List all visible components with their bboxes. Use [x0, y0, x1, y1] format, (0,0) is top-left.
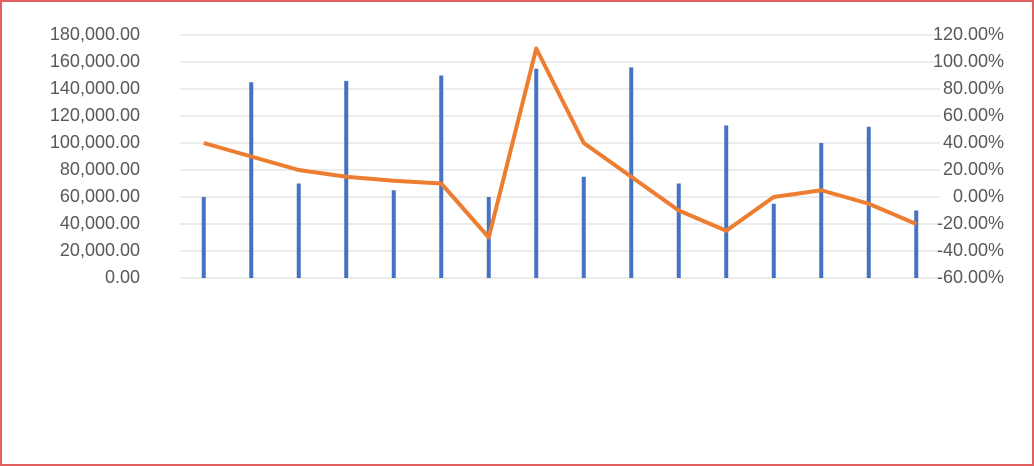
bar: [344, 80, 349, 279]
bar: [439, 75, 444, 278]
bar: [629, 67, 634, 279]
y-tick-label: 0.00: [105, 267, 140, 287]
y2-tick-label: -60.00%: [937, 267, 1004, 287]
y2-tick-label: 80.00%: [943, 78, 1004, 98]
bar: [914, 210, 919, 278]
y-tick-label: 160,000.00: [50, 51, 140, 71]
y2-tick-label: 0.00%: [953, 186, 1004, 206]
y2-tick-label: 120.00%: [933, 24, 1004, 44]
y-tick-label: 140,000.00: [50, 78, 140, 98]
bar: [676, 183, 681, 278]
y-tick-label: 20,000.00: [60, 240, 140, 260]
y2-tick-label: -40.00%: [937, 240, 1004, 260]
y2-tick-label: -20.00%: [937, 213, 1004, 233]
bar: [819, 143, 824, 278]
bar: [724, 125, 729, 278]
bar: [581, 176, 586, 278]
y-tick-label: 80,000.00: [60, 159, 140, 179]
y-tick-label: 180,000.00: [50, 24, 140, 44]
bar: [296, 183, 301, 278]
y2-tick-label: 100.00%: [933, 51, 1004, 71]
y2-tick-label: 40.00%: [943, 132, 1004, 152]
y-tick-label: 60,000.00: [60, 186, 140, 206]
bar: [391, 190, 396, 278]
y-tick-label: 120,000.00: [50, 105, 140, 125]
bar: [201, 197, 206, 278]
line-series: [203, 46, 918, 240]
bar: [249, 82, 254, 278]
bar: [534, 68, 539, 278]
y-tick-label: 40,000.00: [60, 213, 140, 233]
y2-tick-label: 20.00%: [943, 159, 1004, 179]
y2-tick-label: 60.00%: [943, 105, 1004, 125]
y-tick-label: 100,000.00: [50, 132, 140, 152]
bar: [771, 203, 776, 278]
